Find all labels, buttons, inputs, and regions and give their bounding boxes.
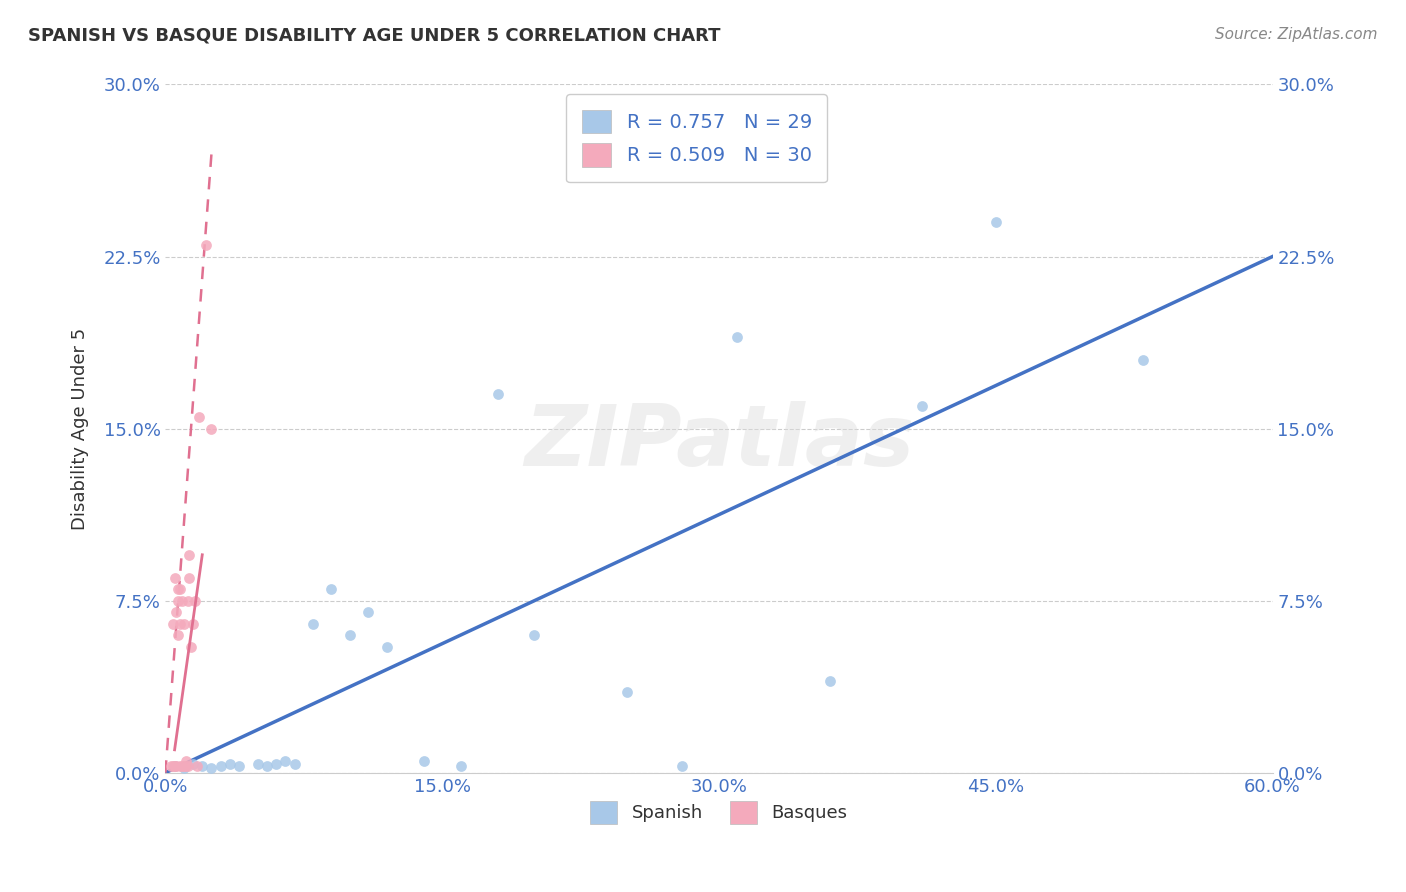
Point bbox=[219, 756, 242, 771]
Point bbox=[283, 756, 305, 771]
Point bbox=[357, 605, 380, 619]
Point bbox=[169, 582, 191, 597]
Point bbox=[165, 759, 187, 773]
Point bbox=[523, 628, 546, 642]
Point bbox=[321, 582, 343, 597]
Point bbox=[191, 759, 214, 773]
Point bbox=[184, 593, 207, 607]
Point bbox=[163, 571, 186, 585]
Point bbox=[246, 756, 269, 771]
Point bbox=[179, 548, 201, 562]
Point bbox=[450, 759, 472, 773]
Point bbox=[173, 616, 195, 631]
Legend: Spanish, Basques: Spanish, Basques bbox=[581, 792, 856, 832]
Text: ZIPatlas: ZIPatlas bbox=[524, 401, 914, 483]
Point bbox=[167, 593, 190, 607]
Point bbox=[412, 754, 434, 768]
Point bbox=[984, 215, 1007, 229]
Point bbox=[167, 582, 190, 597]
Point bbox=[181, 616, 204, 631]
Point bbox=[176, 759, 198, 773]
Point bbox=[173, 759, 195, 773]
Point bbox=[170, 593, 193, 607]
Point bbox=[174, 759, 197, 773]
Point bbox=[163, 759, 186, 773]
Point bbox=[228, 759, 250, 773]
Text: Source: ZipAtlas.com: Source: ZipAtlas.com bbox=[1215, 27, 1378, 42]
Point bbox=[181, 756, 204, 771]
Point bbox=[169, 759, 191, 773]
Point bbox=[1132, 352, 1154, 367]
Point bbox=[302, 616, 325, 631]
Point bbox=[165, 605, 187, 619]
Point bbox=[187, 410, 209, 425]
Point bbox=[162, 759, 184, 773]
Point bbox=[209, 759, 232, 773]
Point bbox=[911, 399, 934, 413]
Point bbox=[256, 759, 278, 773]
Point bbox=[200, 761, 222, 775]
Point bbox=[163, 759, 186, 773]
Point bbox=[725, 330, 748, 344]
Point bbox=[274, 754, 297, 768]
Point bbox=[200, 421, 222, 435]
Point bbox=[194, 238, 217, 252]
Point bbox=[173, 761, 195, 775]
Point bbox=[170, 759, 193, 773]
Point bbox=[186, 759, 208, 773]
Point bbox=[162, 616, 184, 631]
Point bbox=[486, 387, 509, 401]
Point bbox=[169, 616, 191, 631]
Point bbox=[375, 640, 398, 654]
Point bbox=[616, 685, 638, 699]
Point bbox=[264, 756, 287, 771]
Text: SPANISH VS BASQUE DISABILITY AGE UNDER 5 CORRELATION CHART: SPANISH VS BASQUE DISABILITY AGE UNDER 5… bbox=[28, 27, 721, 45]
Point bbox=[160, 759, 183, 773]
Y-axis label: Disability Age Under 5: Disability Age Under 5 bbox=[72, 327, 89, 530]
Point bbox=[180, 640, 202, 654]
Point bbox=[818, 673, 841, 688]
Point bbox=[671, 759, 693, 773]
Point bbox=[339, 628, 361, 642]
Point bbox=[167, 628, 190, 642]
Point bbox=[174, 754, 197, 768]
Point bbox=[179, 571, 201, 585]
Point bbox=[176, 593, 198, 607]
